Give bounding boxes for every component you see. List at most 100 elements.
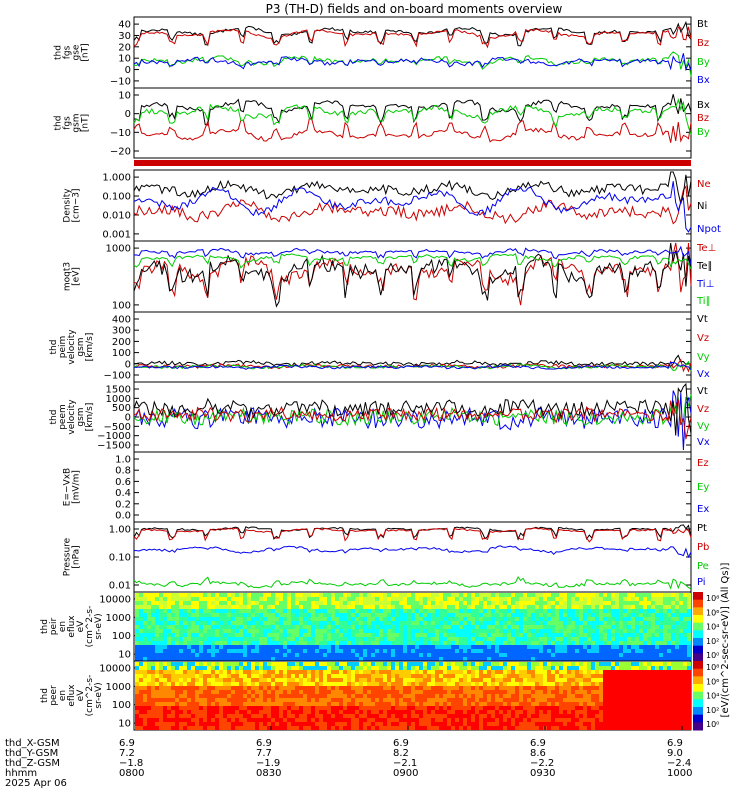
heatmap-cell — [283, 621, 287, 625]
heatmap-cell — [159, 670, 163, 674]
heatmap-cell — [227, 686, 231, 690]
heatmap-cell — [663, 621, 667, 625]
heatmap-cell — [439, 629, 443, 633]
heatmap-cell — [187, 726, 191, 730]
heatmap-cell — [195, 625, 199, 629]
heatmap-cell — [135, 662, 139, 666]
heatmap-cell — [383, 645, 387, 649]
heatmap-cell — [479, 617, 483, 621]
heatmap-cell — [139, 726, 143, 730]
heatmap-cell — [363, 674, 367, 678]
heatmap-cell — [675, 649, 679, 653]
heatmap-cell — [411, 629, 415, 633]
heatmap-cell — [147, 686, 151, 690]
heatmap-cell — [287, 710, 291, 714]
heatmap-cell — [335, 726, 339, 730]
heatmap-cell — [539, 726, 543, 730]
heatmap-cell — [483, 682, 487, 686]
heatmap-cell — [159, 629, 163, 633]
heatmap-cell — [659, 726, 663, 730]
heatmap-cell — [431, 682, 435, 686]
heatmap-cell — [539, 629, 543, 633]
heatmap-cell — [163, 629, 167, 633]
heatmap-cell — [187, 637, 191, 641]
heatmap-cell — [643, 653, 647, 657]
heatmap-cell — [359, 617, 363, 621]
heatmap-cell — [591, 662, 595, 666]
heatmap-cell — [439, 601, 443, 605]
heatmap-cell — [515, 605, 519, 609]
heatmap-cell — [343, 653, 347, 657]
heatmap-cell — [219, 726, 223, 730]
heatmap-cell — [551, 698, 555, 702]
heatmap-cell — [535, 633, 539, 637]
heatmap-cell — [375, 682, 379, 686]
heatmap-cell — [583, 625, 587, 629]
heatmap-cell — [607, 710, 611, 714]
heatmap-cell — [503, 690, 507, 694]
heatmap-cell — [323, 686, 327, 690]
heatmap-cell — [291, 682, 295, 686]
heatmap-cell — [267, 682, 271, 686]
heatmap-cell — [515, 702, 519, 706]
heatmap-cell — [447, 605, 451, 609]
heatmap-cell — [379, 666, 383, 670]
heatmap-cell — [351, 649, 355, 653]
heatmap-cell — [247, 702, 251, 706]
heatmap-cell — [203, 637, 207, 641]
heatmap-cell — [595, 657, 599, 661]
y-axis-label-line: thd — [54, 45, 64, 60]
heatmap-cell — [259, 686, 263, 690]
heatmap-cell — [299, 593, 303, 597]
heatmap-cell — [287, 609, 291, 613]
heatmap-cell — [539, 621, 543, 625]
heatmap-cell — [615, 597, 619, 601]
heatmap-cell — [327, 637, 331, 641]
heatmap-cell — [159, 593, 163, 597]
heatmap-cell — [135, 698, 139, 702]
heatmap-cell — [531, 597, 535, 601]
heatmap-cell — [259, 629, 263, 633]
heatmap-cell — [167, 633, 171, 637]
heatmap-cell — [255, 702, 259, 706]
heatmap-cell — [459, 633, 463, 637]
heatmap-cell — [203, 718, 207, 722]
heatmap-cell — [431, 702, 435, 706]
heatmap-cell — [543, 718, 547, 722]
heatmap-cell — [463, 601, 467, 605]
heatmap-cell — [215, 682, 219, 686]
y-axis-label-line: thd — [40, 619, 50, 634]
heatmap-cell — [599, 698, 603, 702]
heatmap-cell — [467, 613, 471, 617]
heatmap-cell — [583, 674, 587, 678]
heatmap-cell — [407, 698, 411, 702]
heatmap-cell — [203, 702, 207, 706]
heatmap-cell — [187, 629, 191, 633]
heatmap-cell — [211, 657, 215, 661]
heatmap-cell — [535, 621, 539, 625]
heatmap-cell — [595, 706, 599, 710]
heatmap-cell — [207, 593, 211, 597]
heatmap-cell — [143, 686, 147, 690]
heatmap-cell — [519, 710, 523, 714]
heatmap-cell — [439, 710, 443, 714]
heatmap-cell — [195, 670, 199, 674]
heatmap-cell — [563, 637, 567, 641]
heatmap-cell — [395, 625, 399, 629]
heatmap-cell — [439, 698, 443, 702]
heatmap-cell — [319, 662, 323, 666]
heatmap-cell — [531, 613, 535, 617]
heatmap-cell — [679, 605, 683, 609]
heatmap-cell — [143, 726, 147, 730]
panel-5: thd peim velocity gsm [km/s]4003002001000−10… — [49, 311, 710, 383]
heatmap-cell — [423, 613, 427, 617]
heatmap-cell — [463, 670, 467, 674]
flag-band — [134, 160, 691, 166]
heatmap-cell — [539, 702, 543, 706]
heatmap-cell — [551, 706, 555, 710]
heatmap-cell — [587, 694, 591, 698]
heatmap-cell — [659, 625, 663, 629]
heatmap-cell — [563, 710, 567, 714]
heatmap-cell — [431, 686, 435, 690]
heatmap-cell — [355, 678, 359, 682]
